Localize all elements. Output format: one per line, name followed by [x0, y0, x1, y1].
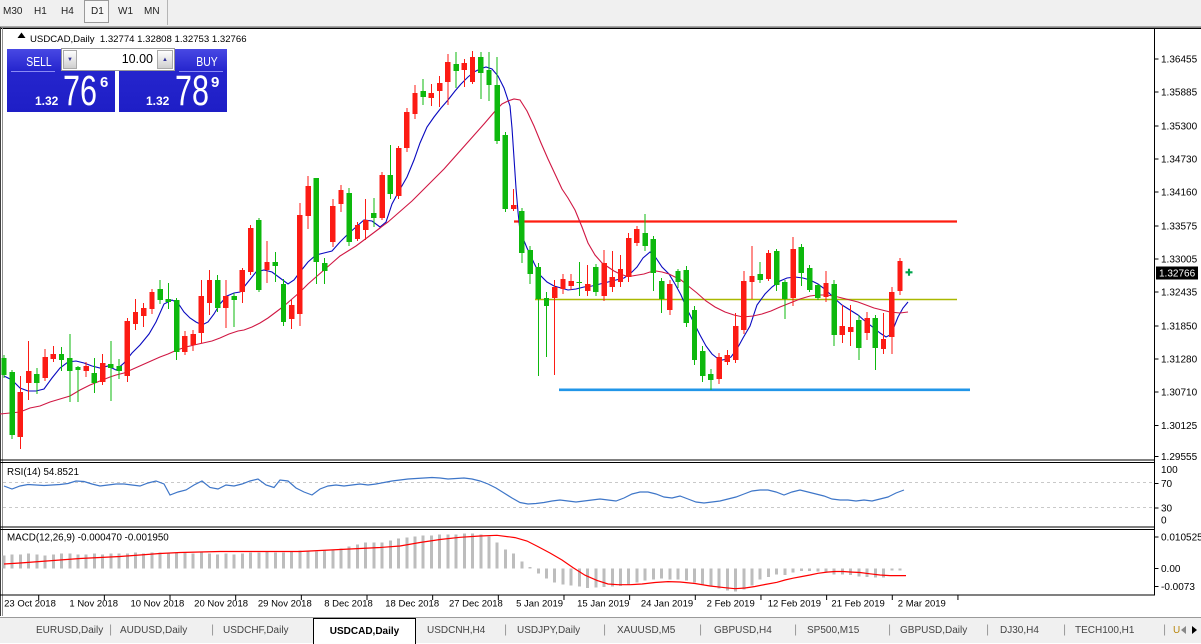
svg-text:1.33575: 1.33575 — [1161, 222, 1198, 233]
svg-text:1.35885: 1.35885 — [1161, 88, 1198, 99]
svg-text:1.32766: 1.32766 — [1159, 269, 1196, 280]
svg-text:1.30710: 1.30710 — [1161, 388, 1198, 399]
svg-text:2 Mar 2019: 2 Mar 2019 — [898, 599, 946, 610]
svg-text:0.00: 0.00 — [1161, 564, 1181, 575]
svg-text:1.32435: 1.32435 — [1161, 288, 1198, 299]
svg-text:27 Dec 2018: 27 Dec 2018 — [449, 599, 503, 610]
svg-text:5 Jan 2019: 5 Jan 2019 — [516, 599, 563, 610]
svg-text:-0.0073: -0.0073 — [1161, 582, 1195, 593]
svg-text:0: 0 — [1161, 516, 1167, 527]
svg-text:70: 70 — [1161, 479, 1173, 490]
svg-text:1.31280: 1.31280 — [1161, 355, 1198, 366]
svg-text:15 Jan 2019: 15 Jan 2019 — [577, 599, 629, 610]
svg-text:1.31850: 1.31850 — [1161, 322, 1198, 333]
svg-text:18 Dec 2018: 18 Dec 2018 — [385, 599, 439, 610]
svg-text:30: 30 — [1161, 504, 1173, 515]
svg-text:20 Nov 2018: 20 Nov 2018 — [194, 599, 248, 610]
svg-text:1.34160: 1.34160 — [1161, 188, 1198, 199]
svg-text:1.34730: 1.34730 — [1161, 155, 1198, 166]
svg-text:12 Feb 2019: 12 Feb 2019 — [768, 599, 821, 610]
svg-text:1.35300: 1.35300 — [1161, 122, 1198, 133]
svg-text:24 Jan 2019: 24 Jan 2019 — [641, 599, 693, 610]
svg-text:RSI(14) 54.8521: RSI(14) 54.8521 — [7, 467, 79, 478]
svg-text:1.30125: 1.30125 — [1161, 421, 1198, 432]
svg-text:0.010525: 0.010525 — [1161, 533, 1201, 544]
svg-text:2 Feb 2019: 2 Feb 2019 — [707, 599, 755, 610]
svg-text:1 Nov 2018: 1 Nov 2018 — [69, 599, 118, 610]
svg-text:1.29555: 1.29555 — [1161, 452, 1198, 463]
svg-text:1.36455: 1.36455 — [1161, 55, 1198, 66]
svg-text:USDCAD,Daily 1.32774 1.32808: USDCAD,Daily 1.32774 1.32808 1.32753 1.3… — [30, 34, 247, 45]
svg-text:23 Oct 2018: 23 Oct 2018 — [4, 599, 56, 610]
svg-text:8 Dec 2018: 8 Dec 2018 — [324, 599, 373, 610]
svg-text:100: 100 — [1161, 465, 1178, 476]
svg-text:1.33005: 1.33005 — [1161, 255, 1198, 266]
svg-text:MACD(12,26,9) -0.000470 -0.001: MACD(12,26,9) -0.000470 -0.001950 — [7, 533, 169, 544]
svg-text:10 Nov 2018: 10 Nov 2018 — [130, 599, 184, 610]
svg-text:21 Feb 2019: 21 Feb 2019 — [831, 599, 884, 610]
svg-text:29 Nov 2018: 29 Nov 2018 — [258, 599, 312, 610]
